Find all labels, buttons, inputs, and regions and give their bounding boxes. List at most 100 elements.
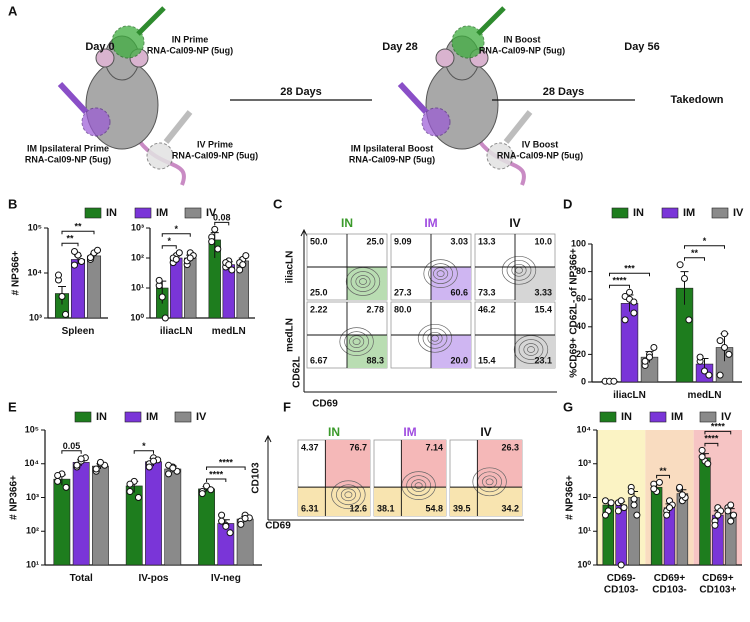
data-point (211, 225, 219, 233)
data-point (236, 266, 244, 274)
contour (485, 478, 494, 486)
takedown-label: Takedown (671, 94, 724, 106)
x-tick-label: CD69+ CD103+ (699, 573, 736, 596)
legend-label: IM (683, 207, 695, 219)
panel-label: A (8, 3, 18, 18)
mouse-tail (478, 140, 526, 186)
contour (406, 475, 431, 496)
significance-label: ** (66, 234, 74, 244)
contour (523, 343, 539, 356)
panel-label: F (283, 399, 291, 414)
x-tick-label: IV-neg (211, 573, 241, 584)
column-label: IN (328, 425, 340, 439)
data-point (685, 316, 693, 324)
significance-bracket (214, 221, 230, 226)
data-point (617, 561, 625, 569)
route-label: RNA-Cal09-NP (5ug) (497, 150, 583, 160)
y-tick-label: 10³ (26, 492, 39, 502)
data-point (716, 337, 724, 345)
route-label: IN Boost (504, 34, 541, 44)
data-point (681, 275, 688, 282)
contour (422, 327, 448, 349)
im-site (421, 107, 451, 137)
data-point (58, 293, 66, 301)
column-label: IN (341, 216, 353, 230)
data-point (169, 464, 177, 472)
data-point (70, 261, 78, 269)
x-tick-label: IV-pos (138, 573, 168, 584)
quadrant-percent: 23.1 (534, 355, 552, 365)
route-label: RNA-Cal09-NP (5ug) (479, 45, 565, 55)
data-point (650, 485, 658, 493)
quadrant-percent: 3.03 (450, 236, 468, 246)
label-line: CD69+ (654, 573, 686, 584)
im-syringe (57, 81, 89, 115)
x-tick-label: medLN (212, 326, 246, 337)
in-site (451, 25, 485, 59)
legend-swatch (661, 207, 679, 219)
panel-label: B (8, 196, 17, 211)
x-tick-label: iliacLN (160, 326, 193, 337)
y-tick-label: 10³ (578, 458, 591, 468)
contour (344, 491, 353, 499)
legend-label: IN (633, 207, 644, 219)
route-label: RNA-Cal09-NP (5ug) (25, 154, 111, 164)
axis-arrow (264, 434, 524, 521)
y-tick-label: 10² (578, 492, 591, 502)
data-point (222, 522, 230, 530)
contour (436, 270, 445, 277)
x-tick-label: medLN (688, 390, 722, 401)
x-tick-label: CD69+ CD103- (652, 573, 686, 596)
y-tick-label: 10³ (29, 312, 42, 322)
day-label: Day 28 (382, 41, 417, 53)
data-point (73, 461, 81, 469)
x-tick-label: CD69-CD103- (604, 573, 638, 596)
legend-label: IM (156, 207, 168, 219)
label-line: CD103+ (699, 584, 736, 595)
data-point (54, 271, 62, 279)
data-point (621, 316, 629, 324)
quadrant-percent: 60.6 (450, 287, 468, 297)
contour (345, 267, 381, 296)
row-label: medLN (285, 318, 296, 352)
contour (513, 335, 549, 364)
axis-arrow (300, 228, 557, 393)
quadrant-percent: 54.8 (425, 503, 443, 513)
route-label: IV Prime (197, 139, 233, 149)
y-axis-label: %CD69+ CD62L- of NP366+ (569, 248, 580, 378)
data-point (721, 344, 728, 351)
route-label: RNA-Cal09-NP (5ug) (147, 45, 233, 55)
data-point (678, 491, 686, 499)
data-point (239, 261, 247, 269)
significance-bracket (61, 450, 82, 454)
quadrant-percent: 46.2 (478, 304, 496, 314)
mouse-tail (138, 140, 186, 186)
data-point (126, 480, 134, 488)
y-tick-label: 40 (576, 321, 586, 331)
quadrant-gate (307, 302, 387, 368)
data-point (610, 377, 618, 385)
significance-label: ** (691, 248, 699, 258)
contour (350, 271, 376, 292)
data-point (698, 446, 706, 454)
data-point (641, 357, 649, 365)
data-point (208, 238, 216, 246)
data-point (172, 255, 180, 263)
y-tick-label: 10¹ (578, 526, 591, 536)
data-point (158, 293, 166, 301)
contour (501, 255, 537, 285)
panel-label: C (273, 196, 283, 211)
route-label: IM Ipsilateral Prime (27, 143, 109, 153)
contour (482, 475, 498, 489)
data-point (242, 252, 250, 260)
label-line: CD103- (604, 584, 638, 595)
data-point (725, 350, 733, 358)
data-point (650, 344, 658, 351)
data-point (96, 458, 104, 466)
label-line: medLN (212, 326, 246, 337)
data-point (134, 494, 142, 501)
contour (428, 263, 453, 284)
quadrant-percent: 76.7 (349, 442, 367, 452)
significance-bracket (609, 284, 630, 289)
